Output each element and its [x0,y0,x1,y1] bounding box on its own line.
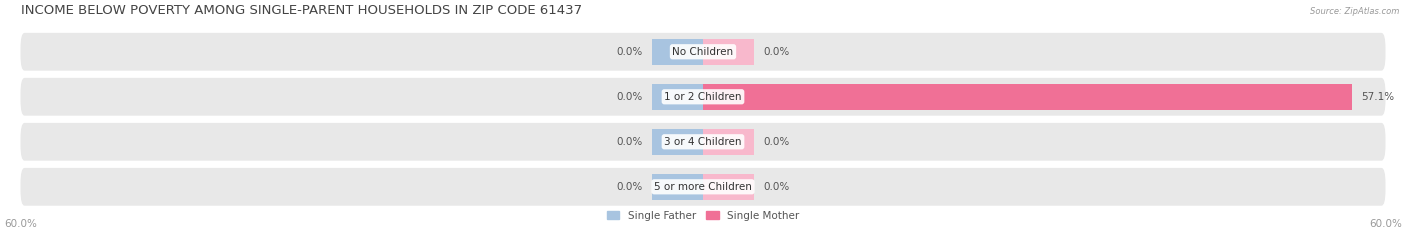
Bar [703,84,1353,110]
Text: 57.1%: 57.1% [1361,92,1395,102]
Bar [703,174,754,200]
Text: 5 or more Children: 5 or more Children [654,182,752,192]
Text: 0.0%: 0.0% [763,137,790,147]
Text: 0.0%: 0.0% [763,182,790,192]
Text: INCOME BELOW POVERTY AMONG SINGLE-PARENT HOUSEHOLDS IN ZIP CODE 61437: INCOME BELOW POVERTY AMONG SINGLE-PARENT… [21,4,582,17]
Text: 0.0%: 0.0% [616,92,643,102]
Bar [652,129,703,155]
Bar [652,84,703,110]
Text: Source: ZipAtlas.com: Source: ZipAtlas.com [1309,7,1399,16]
Bar [652,174,703,200]
Text: 1 or 2 Children: 1 or 2 Children [664,92,742,102]
Bar [652,39,703,65]
Legend: Single Father, Single Mother: Single Father, Single Mother [607,211,799,220]
Text: 0.0%: 0.0% [616,47,643,57]
Bar [703,129,754,155]
FancyBboxPatch shape [21,123,1385,161]
Text: 0.0%: 0.0% [616,182,643,192]
FancyBboxPatch shape [21,168,1385,206]
Text: 0.0%: 0.0% [763,47,790,57]
FancyBboxPatch shape [21,78,1385,116]
Text: 3 or 4 Children: 3 or 4 Children [664,137,742,147]
Text: No Children: No Children [672,47,734,57]
FancyBboxPatch shape [21,33,1385,71]
Bar [703,39,754,65]
Text: 0.0%: 0.0% [616,137,643,147]
